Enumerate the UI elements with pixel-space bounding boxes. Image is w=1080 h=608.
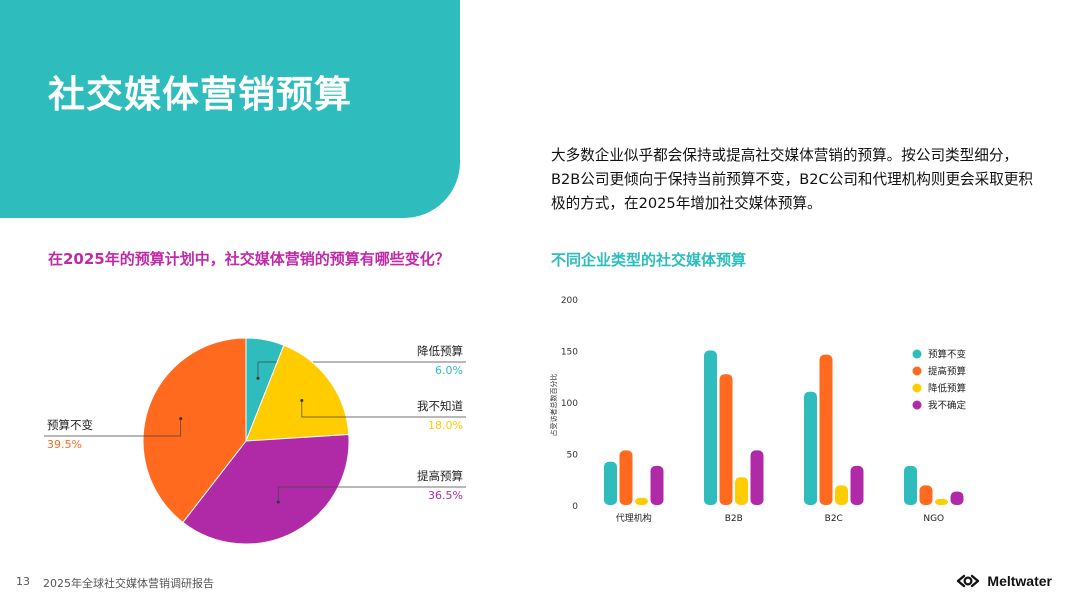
pie-slice	[182, 433, 350, 545]
x-tick-label: B2B	[725, 514, 743, 524]
y-tick-label: 50	[567, 451, 579, 461]
pie-label-dot	[179, 417, 183, 421]
legend-marker	[912, 383, 922, 393]
bar	[619, 450, 633, 505]
header-panel	[0, 0, 460, 218]
bar	[950, 491, 964, 505]
x-tick-label: NGO	[923, 514, 944, 524]
y-tick-label: 200	[561, 296, 578, 306]
bar	[935, 498, 948, 505]
y-tick-label: 100	[561, 399, 578, 409]
page-title: 社交媒体营销预算	[48, 73, 352, 116]
x-tick-label: B2C	[825, 514, 843, 524]
bar	[835, 485, 848, 505]
pie-slice	[142, 337, 247, 524]
pie-chart-title: 在2025年的预算计划中，社交媒体营销的预算有哪些变化？	[48, 250, 450, 268]
bar	[904, 465, 917, 505]
page-number: 13	[16, 575, 30, 588]
report-title: 2025年全球社交媒体营销调研报告	[43, 577, 214, 590]
budget-change-pie-chart: 降低预算 6.0% 我不知道 18.0% 提高预算 36.5% 预算不变 39.5%	[44, 337, 466, 545]
x-tick-label: 代理机构	[616, 512, 652, 524]
brand-logo: Meltwater	[955, 573, 1052, 589]
bar	[719, 374, 733, 505]
bar	[704, 350, 717, 505]
pie-slice-label: 降低预算	[417, 344, 463, 358]
pie-slice-value: 6.0%	[435, 364, 463, 377]
pie-leader-line	[257, 361, 466, 379]
y-tick-label: 150	[561, 348, 578, 358]
legend-marker	[912, 400, 922, 410]
bar	[819, 354, 833, 505]
pie-leader-line	[277, 486, 466, 502]
bar	[735, 477, 748, 505]
legend-label: 我不确定	[928, 400, 967, 412]
pie-leader-line	[301, 400, 466, 418]
bar	[750, 450, 764, 505]
bar	[650, 465, 664, 505]
pie-slice-label: 提高预算	[417, 469, 463, 483]
legend-marker	[912, 366, 922, 376]
meltwater-logo-icon	[957, 574, 980, 588]
intro-paragraph: 大多数企业似乎都会保持或提高社交媒体营销的预算。按公司类型细分，B2B公司更倾向…	[551, 147, 1034, 212]
bar	[804, 391, 817, 505]
y-tick-label: 0	[572, 502, 578, 512]
brand-name: Meltwater	[987, 573, 1052, 589]
bar	[604, 461, 617, 505]
pie-slice-value: 18.0%	[428, 419, 463, 432]
pie-slice-label: 我不知道	[417, 399, 463, 413]
bar	[919, 485, 933, 505]
bar	[635, 497, 648, 505]
pie-slice-label: 预算不变	[47, 418, 93, 432]
y-axis-label: 占受访者总数百分比	[549, 374, 558, 437]
legend-label: 预算不变	[928, 349, 967, 361]
pie-leader-line	[44, 418, 182, 437]
legend-label: 降低预算	[928, 383, 966, 395]
pie-slice-value: 36.5%	[428, 489, 463, 502]
pie-slice-value: 39.5%	[47, 438, 82, 451]
legend-marker	[912, 349, 922, 359]
bar-chart-title: 不同企业类型的社交媒体预算	[551, 251, 747, 269]
bar	[850, 465, 864, 505]
legend-label: 提高预算	[928, 366, 966, 378]
